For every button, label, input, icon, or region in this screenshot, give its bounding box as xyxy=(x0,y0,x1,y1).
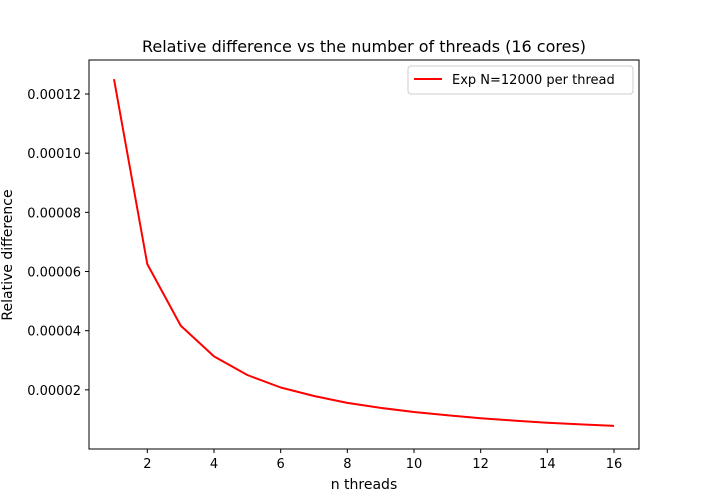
y-tick-label: 0.00008 xyxy=(27,206,81,221)
x-tick-label: 14 xyxy=(539,457,556,472)
legend-box xyxy=(407,65,634,95)
series-layer xyxy=(113,79,615,427)
x-tick-label: 2 xyxy=(143,457,151,472)
y-axis-label: Relative difference xyxy=(0,189,16,320)
x-tick-label: 8 xyxy=(343,457,351,472)
series-line-0 xyxy=(113,79,615,427)
x-tick-label: 12 xyxy=(472,457,489,472)
y-axis-ticks: 0.00002 0.00004 0.00006 0.00008 0.00010 0.000… xyxy=(27,88,89,399)
y-tick-label: 0.00002 xyxy=(27,384,81,399)
y-tick-label: 0.00006 xyxy=(27,266,81,281)
x-axis-label: n threads xyxy=(331,477,398,493)
y-tick-label: 0.00010 xyxy=(27,147,81,162)
y-tick-label: 0.00012 xyxy=(27,88,81,103)
legend: Exp N=12000 per thread xyxy=(407,65,634,95)
legend-entry-label: Exp N=12000 per thread xyxy=(452,73,615,88)
y-tick-label: 0.00004 xyxy=(27,325,81,340)
x-tick-label: 6 xyxy=(277,457,285,472)
x-tick-label: 16 xyxy=(606,457,623,472)
x-tick-label: 10 xyxy=(406,457,423,472)
x-axis-ticks: 2 4 6 8 10 12 14 16 xyxy=(143,449,622,472)
chart-title: Relative difference vs the number of thr… xyxy=(142,37,586,56)
x-tick-label: 4 xyxy=(210,457,218,472)
plot-frame xyxy=(88,59,640,450)
